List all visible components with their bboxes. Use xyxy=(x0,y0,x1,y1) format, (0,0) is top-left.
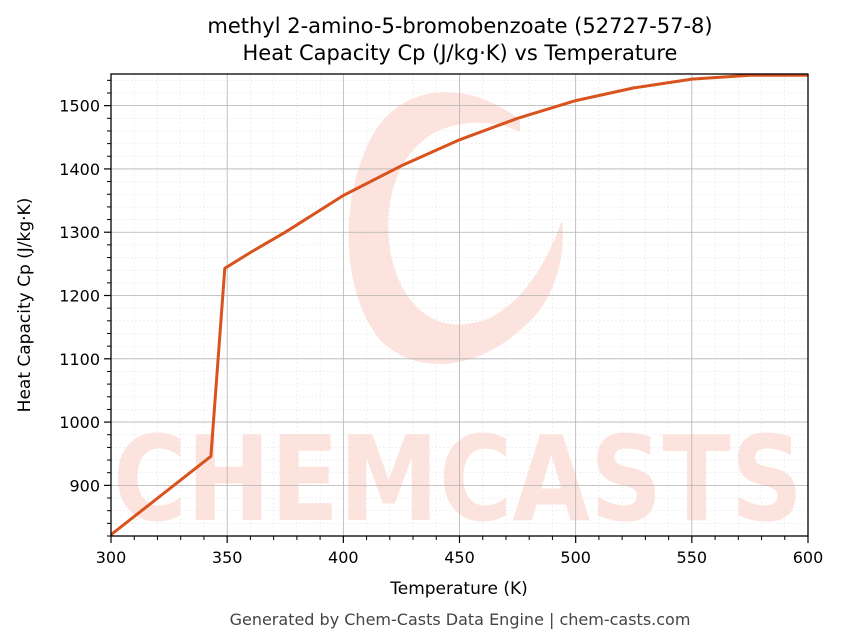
x-tick-label: 550 xyxy=(677,548,708,567)
y-tick-label: 1000 xyxy=(59,413,100,432)
x-tick-label: 400 xyxy=(328,548,359,567)
y-axis-label: Heat Capacity Cp (J/kg·K) xyxy=(15,198,35,413)
y-tick-label: 1100 xyxy=(59,350,100,369)
y-tick-labels: 900 1000 1100 1200 1300 1400 1500 xyxy=(59,97,100,496)
x-tick-label: 450 xyxy=(444,548,475,567)
x-axis-label: Temperature (K) xyxy=(389,579,528,599)
x-tick-label: 300 xyxy=(96,548,127,567)
watermark-text: CHEMCASTS xyxy=(113,410,803,548)
y-tick-label: 1500 xyxy=(59,97,100,116)
y-tick-label: 1200 xyxy=(59,287,100,306)
x-tick-labels: 300 350 400 450 500 550 600 xyxy=(96,548,824,567)
chart-subtitle: Heat Capacity Cp (J/kg·K) vs Temperature xyxy=(243,41,678,65)
watermark: CHEMCASTS xyxy=(113,92,803,548)
y-tick-label: 1300 xyxy=(59,223,100,242)
ticks xyxy=(104,79,809,543)
x-tick-label: 350 xyxy=(212,548,243,567)
series-line xyxy=(110,73,808,536)
watermark-logo-icon xyxy=(348,92,563,364)
x-tick-label: 500 xyxy=(560,548,591,567)
x-tick-label: 600 xyxy=(793,548,824,567)
chart-title: methyl 2-amino-5-bromobenzoate (52727-57… xyxy=(207,14,712,38)
grid-major xyxy=(110,74,809,536)
y-tick-label: 1400 xyxy=(59,160,100,179)
y-tick-label: 900 xyxy=(69,476,100,495)
footer-credit: Generated by Chem-Casts Data Engine | ch… xyxy=(230,610,691,629)
